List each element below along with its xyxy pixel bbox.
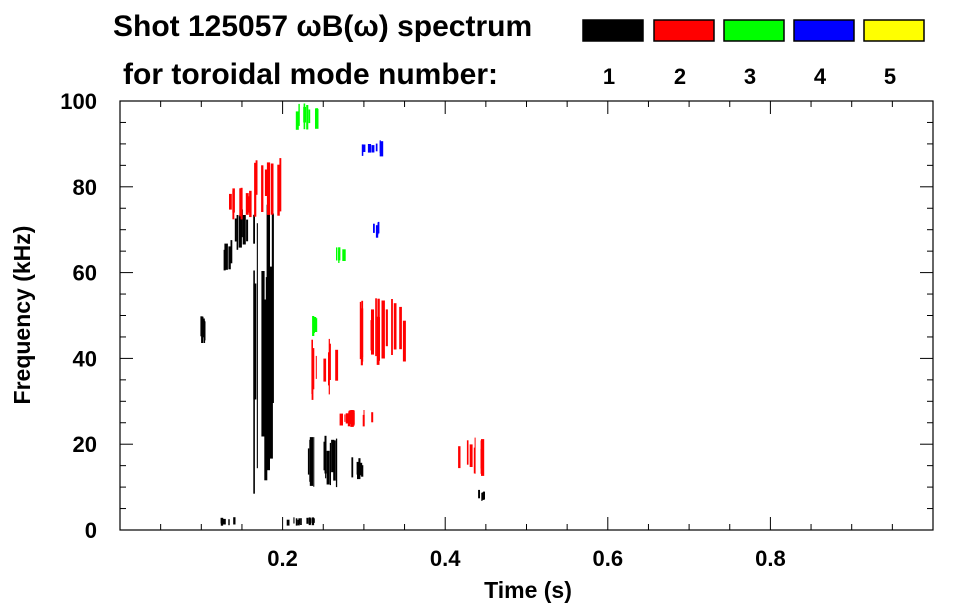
mode-2-patch — [359, 298, 406, 366]
legend-label-mode-5: 5 — [884, 64, 896, 89]
x-tick-label: 0.4 — [430, 546, 461, 571]
mode-1-patch — [253, 223, 265, 494]
chart-title-line2: for toroidal mode number: — [123, 58, 498, 91]
mode-3-patch — [336, 247, 346, 263]
mode-legend: 1 2 3 4 5 — [582, 19, 925, 89]
mode-2-patch — [458, 437, 485, 476]
y-tick-label: 60 — [73, 261, 97, 286]
mode-2-patch — [339, 410, 374, 427]
mode-1-patch — [220, 517, 236, 526]
legend-swatch-mode-4 — [793, 19, 855, 42]
legend-label-mode-4: 4 — [814, 64, 827, 89]
y-tick-label: 20 — [73, 432, 97, 457]
axes: 0.2 0.4 0.6 0.8 0 20 40 60 80 100 — [60, 89, 933, 571]
y-tick-label: 0 — [85, 518, 97, 543]
mode-1-patch — [351, 457, 364, 480]
mode-4-patch — [373, 221, 380, 238]
mode-1-patch — [264, 204, 274, 481]
mode-1-patch — [200, 316, 206, 343]
mode-1-patch — [234, 209, 255, 250]
legend-swatch-mode-2 — [653, 19, 715, 42]
mode-1-patch — [286, 517, 315, 526]
legend-swatch-mode-1 — [582, 19, 644, 42]
legend-label-mode-3: 3 — [744, 64, 756, 89]
legend-swatch-mode-5 — [863, 19, 925, 42]
plot-frame — [119, 100, 934, 531]
mode-2-patch — [311, 338, 339, 400]
mode-2-patch — [229, 187, 252, 220]
y-tick-label: 100 — [60, 89, 97, 114]
mode-3-patch — [295, 103, 319, 130]
chart-title-line1: Shot 125057 ωB(ω) spectrum — [113, 10, 532, 43]
y-tick-label: 80 — [73, 175, 97, 200]
y-tick-label: 40 — [73, 346, 97, 371]
mode-4-patch — [361, 140, 384, 157]
x-tick-label: 0.2 — [267, 546, 298, 571]
mode-3-patch — [312, 316, 318, 336]
spectrogram-area — [200, 103, 485, 526]
mode-1-patch — [478, 489, 485, 501]
y-axis-label: Frequency (kHz) — [9, 226, 35, 405]
mode-1-patch — [223, 240, 233, 271]
legend-label-mode-2: 2 — [674, 64, 686, 89]
x-axis-label: Time (s) — [484, 577, 572, 603]
mode-1-patch — [307, 435, 338, 488]
x-tick-label: 0.8 — [755, 546, 786, 571]
legend-label-mode-1: 1 — [603, 64, 615, 89]
legend-swatch-mode-3 — [723, 19, 785, 42]
mode-2-patch — [254, 158, 282, 217]
x-tick-label: 0.6 — [593, 546, 624, 571]
